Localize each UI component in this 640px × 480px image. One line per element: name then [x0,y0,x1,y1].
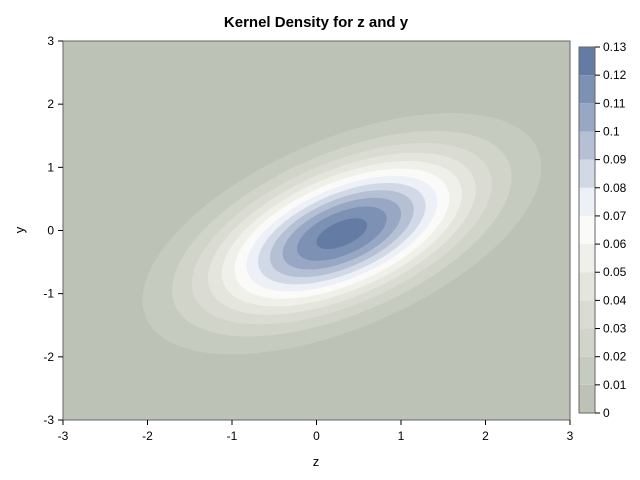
x-tick-label: -2 [142,429,153,443]
colorbar-tick-label: 0.11 [603,96,626,110]
x-tick-label: 0 [313,429,320,443]
colorbar-band [579,215,595,245]
y-tick-label: -2 [43,350,54,364]
y-axis: -3 -2 -1 0 1 2 3 [43,34,63,427]
colorbar-band [579,356,595,385]
y-tick-label: 0 [47,224,54,238]
chart-title: Kernel Density for z and y [224,14,409,31]
y-tick-label: -3 [43,413,54,427]
y-tick-label: 3 [47,34,54,48]
colorbar-frame [578,46,596,414]
y-axis-label: y [12,226,27,233]
colorbar-band [579,103,595,132]
colorbar-band [579,384,595,413]
colorbar-tick-label: 0.05 [603,265,627,279]
x-tick-label: 3 [567,429,574,443]
colorbar-tick-label: 0.01 [603,378,627,392]
colorbar-band [579,328,595,357]
colorbar-tick-label: 0.07 [603,209,627,223]
y-tick-label: -1 [43,287,54,301]
colorbar-band [579,75,595,104]
colorbar-band [579,131,595,160]
colorbar-band [579,187,595,216]
colorbar-tick-label: 0.04 [603,293,627,307]
plot-area [62,40,571,421]
colorbar-tick-label: 0.12 [603,68,627,82]
colorbar-band [579,244,595,273]
colorbar-tick-label: 0.06 [603,237,627,251]
colorbar-band [579,47,595,76]
y-tick-label: 2 [47,97,54,111]
colorbar-tick-label: 0.08 [603,181,627,195]
y-tick-label: 1 [47,160,54,174]
x-axis-label: z [313,454,320,469]
colorbar-tick-label: 0.09 [603,153,627,167]
x-tick-label: 2 [482,429,489,443]
colorbar-legend: 0 0.01 0.02 0.03 0.04 0.05 0.06 0.07 0.08 0.09 0.1… [578,40,627,420]
x-axis: -3 -2 -1 0 1 2 3 [58,420,574,443]
colorbar-tick-label: 0.13 [603,40,627,54]
x-tick-label: -1 [227,429,238,443]
colorbar-tick-label: 0 [603,406,610,420]
colorbar-band [579,300,595,329]
colorbar-band [579,159,595,188]
contour-band-0_12 [316,218,368,249]
colorbar-tick-label: 0.02 [603,350,627,364]
x-tick-label: 1 [398,429,405,443]
density-contours [142,113,542,355]
colorbar-tick-label: 0.1 [603,124,620,138]
colorbar-band [579,272,595,301]
x-tick-label: -3 [58,429,69,443]
colorbar-tick-label: 0.03 [603,322,627,336]
